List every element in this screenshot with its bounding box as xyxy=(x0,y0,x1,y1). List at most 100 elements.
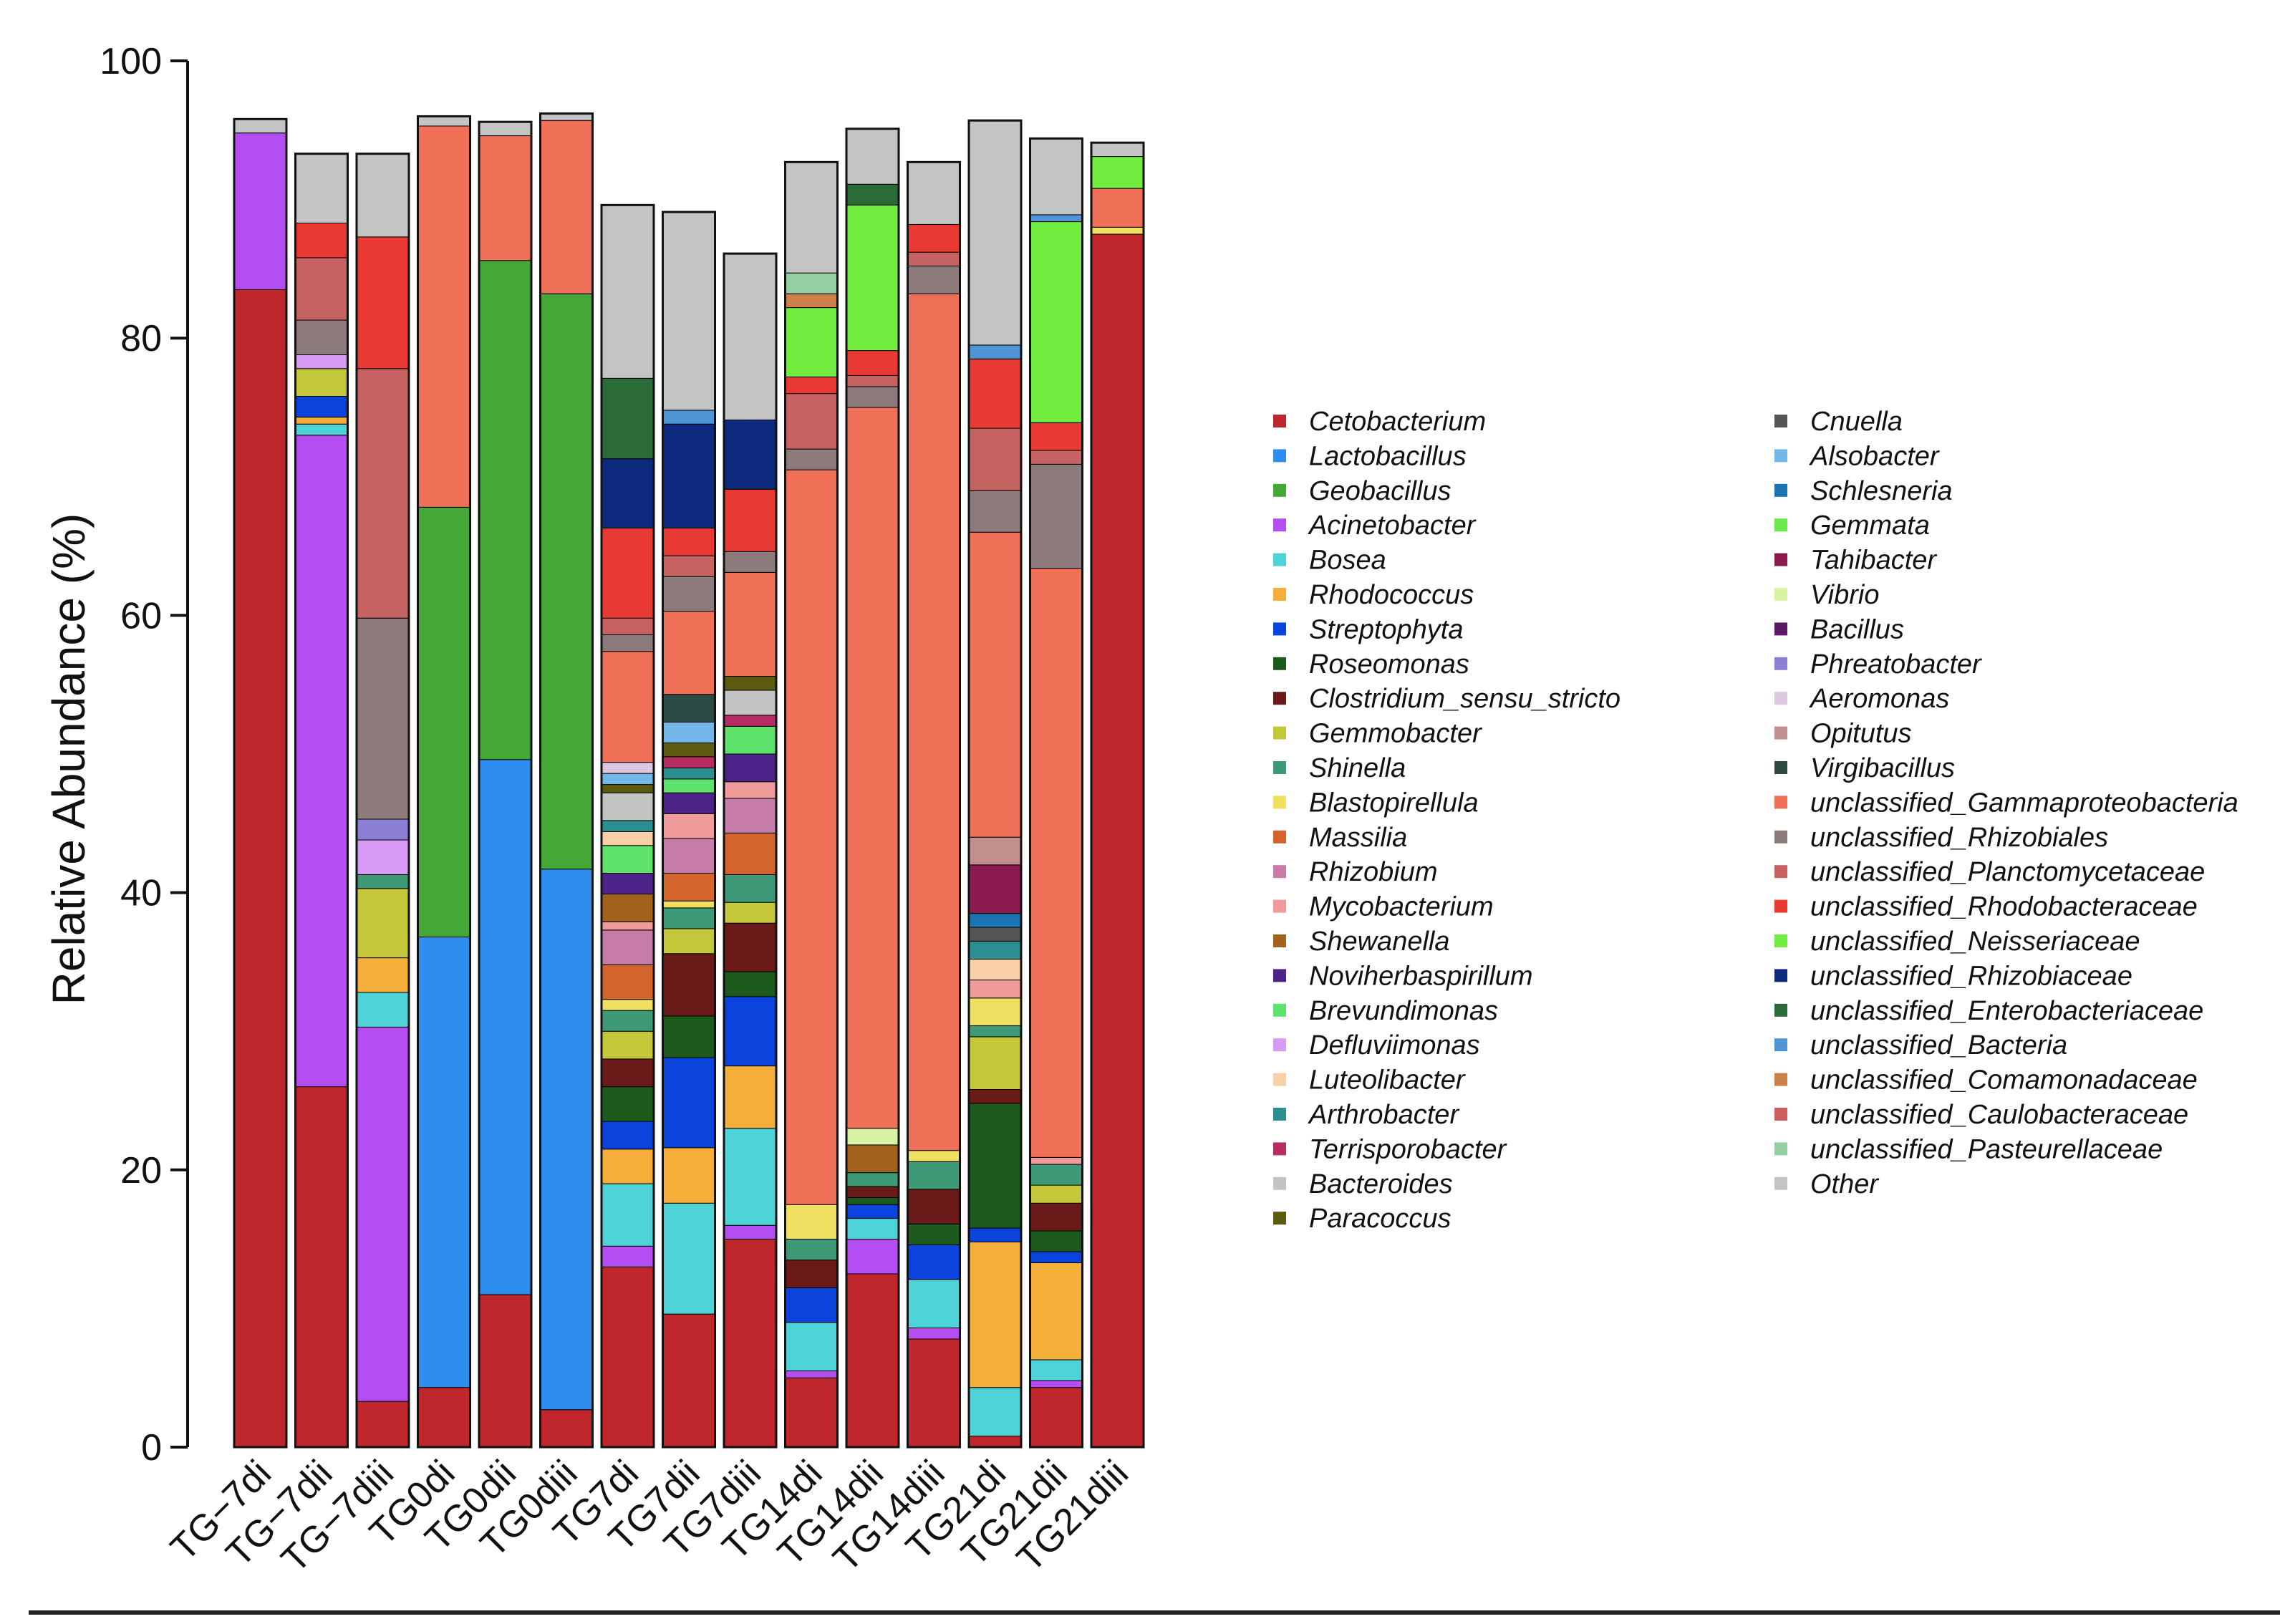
legend-swatch xyxy=(1273,934,1286,947)
segment-paracoccus xyxy=(662,743,715,758)
legend-item-unclassified-rhizobiaceae: unclassified_Rhizobiaceae xyxy=(1774,961,2132,991)
legend-item-rhizobium: Rhizobium xyxy=(1273,857,1438,887)
legend-label: unclassified_Gammaproteobacteria xyxy=(1810,788,2238,818)
segment-other xyxy=(846,128,899,185)
segment-mycobacterium xyxy=(968,980,1022,999)
segment-geobacillus xyxy=(540,293,593,870)
segment-shinella xyxy=(968,1025,1022,1038)
segment-unclassified-rhizobiaceae xyxy=(662,423,715,528)
legend-label: Arthrobacter xyxy=(1308,1100,1459,1130)
legend-item-unclassified-enterobacteriaceae: unclassified_Enterobacteriaceae xyxy=(1774,996,2203,1026)
segment-unclassified-gammaproteobacteria xyxy=(478,135,532,261)
legend-swatch xyxy=(1273,553,1286,566)
y-tick-label: 40 xyxy=(120,873,162,914)
segment-cetobacterium xyxy=(785,1377,838,1448)
bar-outline xyxy=(662,211,716,1449)
bar-outline xyxy=(478,120,533,1449)
segment-acinetobacter xyxy=(846,1239,899,1275)
bar-tg7diii xyxy=(723,252,778,1449)
segment-unclassified-neisseriaceae xyxy=(846,204,899,352)
segment-unclassified-rhizobiales xyxy=(356,617,410,820)
legend-item-shewanella: Shewanella xyxy=(1273,927,1449,957)
legend-label: Gemmata xyxy=(1810,511,1930,541)
legend-label: unclassified_Caulobacteraceae xyxy=(1810,1100,2188,1130)
segment-rhodococcus xyxy=(295,417,348,425)
segment-defluviimonas xyxy=(356,839,410,875)
bar-tg0dii xyxy=(478,120,533,1449)
segment-unclassified-rhizobiales xyxy=(785,448,838,470)
legend-swatch xyxy=(1774,761,1787,774)
segment-cetobacterium xyxy=(968,1436,1022,1448)
bar-outline xyxy=(1090,141,1145,1449)
segment-noviherbaspirillum xyxy=(723,753,777,783)
legend-label: Acinetobacter xyxy=(1308,511,1477,541)
segment-lactobacillus xyxy=(417,937,470,1388)
segment-shinella xyxy=(846,1172,899,1187)
segment-other xyxy=(417,115,470,127)
legend-swatch xyxy=(1273,969,1286,982)
segment-cetobacterium xyxy=(295,1086,348,1448)
segment-other xyxy=(478,121,532,137)
legend-swatch xyxy=(1774,692,1787,705)
segment-other xyxy=(1091,142,1144,158)
segment-unclassified-rhizobiales xyxy=(601,634,654,652)
segment-bosea xyxy=(785,1322,838,1372)
legend-swatch xyxy=(1774,1073,1787,1086)
legend-label: Bacillus xyxy=(1810,614,1904,644)
segment-unclassified-rhodobacteraceae xyxy=(662,527,715,556)
legend-swatch xyxy=(1774,1038,1787,1052)
segment-mycobacterium xyxy=(601,921,654,931)
segment-alsobacter xyxy=(601,773,654,786)
segment-schlesneria xyxy=(968,913,1022,928)
legend-item-cnuella: Cnuella xyxy=(1774,407,1903,437)
segment-massilia xyxy=(723,832,777,875)
segment-blastopirellula xyxy=(785,1204,838,1240)
segment-unclassified-rhizobiales xyxy=(968,490,1022,533)
legend-swatch xyxy=(1273,1003,1286,1017)
segment-shinella xyxy=(601,1010,654,1032)
segment-clostridium-sensu-stricto xyxy=(785,1260,838,1288)
legend-label: Mycobacterium xyxy=(1309,892,1494,922)
legend-label: Virgibacillus xyxy=(1810,753,1955,783)
segment-unclassified-rhizobiales xyxy=(662,576,715,612)
legend-swatch xyxy=(1273,899,1286,913)
legend-swatch xyxy=(1774,899,1787,913)
segment-other xyxy=(785,161,838,274)
segment-shinella xyxy=(662,907,715,929)
legend-label: Schlesneria xyxy=(1810,476,1953,506)
legend-item-cetobacterium: Cetobacterium xyxy=(1273,407,1486,437)
segment-defluviimonas xyxy=(295,354,348,369)
bar-outline xyxy=(539,112,594,1449)
segment-unclassified-planctomycetaceae xyxy=(785,393,838,450)
legend-swatch xyxy=(1774,622,1787,636)
segment-unclassified-gammaproteobacteria xyxy=(1030,568,1083,1158)
legend-item-mycobacterium: Mycobacterium xyxy=(1273,892,1494,922)
bar-tg14dii xyxy=(845,127,900,1449)
segment-unclassified-enterobacteriaceae xyxy=(601,377,654,460)
legend-swatch xyxy=(1774,657,1787,670)
segment-geobacillus xyxy=(417,506,470,938)
segment-unclassified-gammaproteobacteria xyxy=(723,571,777,677)
segment-unclassified-bacteria xyxy=(968,344,1022,359)
segment-paracoccus xyxy=(601,784,654,793)
segment-unclassified-gammaproteobacteria xyxy=(540,120,593,294)
segment-opitutus xyxy=(968,836,1022,866)
legend-swatch xyxy=(1273,622,1286,636)
legend-label: Shinella xyxy=(1309,753,1406,783)
bar-tg21di xyxy=(967,119,1023,1449)
legend-item-terrisporobacter: Terrisporobacter xyxy=(1273,1134,1507,1164)
legend-swatch xyxy=(1273,692,1286,705)
segment-shewanella xyxy=(846,1144,899,1174)
segment-acinetobacter xyxy=(233,132,287,290)
segment-unclassified-planctomycetaceae xyxy=(601,617,654,636)
segment-unclassified-rhodobacteraceae xyxy=(907,223,960,253)
segment-mycobacterium xyxy=(723,781,777,799)
legend-swatch xyxy=(1273,415,1286,427)
legend-item-unclassified-bacteria: unclassified_Bacteria xyxy=(1774,1030,2067,1060)
legend-item-unclassified-rhodobacteraceae: unclassified_Rhodobacteraceae xyxy=(1774,892,2198,922)
segment-gemmobacter xyxy=(723,902,777,924)
legend-swatch xyxy=(1273,761,1286,774)
legend-item-unclassified-comamonadaceae: unclassified_Comamonadaceae xyxy=(1774,1065,2198,1096)
segment-rhodococcus xyxy=(356,957,410,993)
segment-bosea xyxy=(723,1128,777,1226)
